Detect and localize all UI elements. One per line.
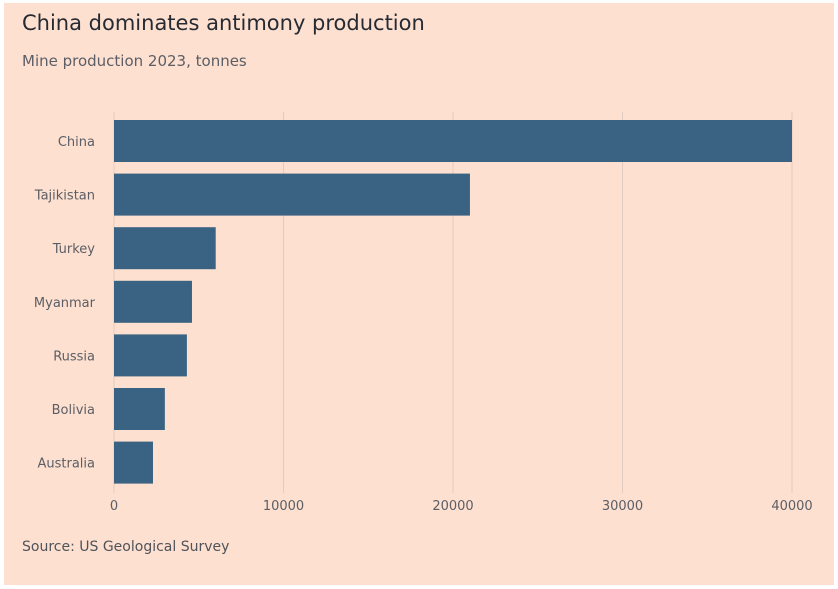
bar-myanmar xyxy=(114,280,192,323)
x-tick-label-1: 10000 xyxy=(263,499,304,514)
category-label-australia: Australia xyxy=(37,457,95,472)
bar-russia xyxy=(114,334,187,377)
category-label-russia: Russia xyxy=(53,349,95,364)
category-label-turkey: Turkey xyxy=(52,242,96,257)
bar-tajikistan xyxy=(114,173,470,216)
x-tick-label-3: 30000 xyxy=(602,499,643,514)
chart-card: China dominates antimony production Mine… xyxy=(4,3,834,585)
category-label-china: China xyxy=(58,135,95,150)
category-labels: China Tajikistan Turkey Myanmar Russia Bolivi… xyxy=(34,135,96,472)
x-tick-label-4: 40000 xyxy=(771,499,812,514)
chart-title: China dominates antimony production xyxy=(22,11,425,35)
x-axis-tick-labels: 0 10000 20000 30000 40000 xyxy=(110,499,813,514)
category-label-myanmar: Myanmar xyxy=(34,296,96,311)
bar-australia xyxy=(114,441,153,484)
bars xyxy=(114,120,792,484)
chart-subtitle: Mine production 2023, tonnes xyxy=(22,52,247,70)
bar-bolivia xyxy=(114,388,165,430)
grid-lines xyxy=(113,112,793,493)
bar-china xyxy=(114,120,792,162)
source-note: Source: US Geological Survey xyxy=(22,539,230,555)
bar-chart: China Tajikistan Turkey Myanmar Russia Bolivi… xyxy=(34,112,813,514)
x-tick-label-2: 20000 xyxy=(432,499,473,514)
x-tick-label-0: 0 xyxy=(110,499,118,514)
category-label-bolivia: Bolivia xyxy=(52,403,95,418)
bar-turkey xyxy=(114,227,216,270)
category-label-tajikistan: Tajikistan xyxy=(34,189,95,204)
